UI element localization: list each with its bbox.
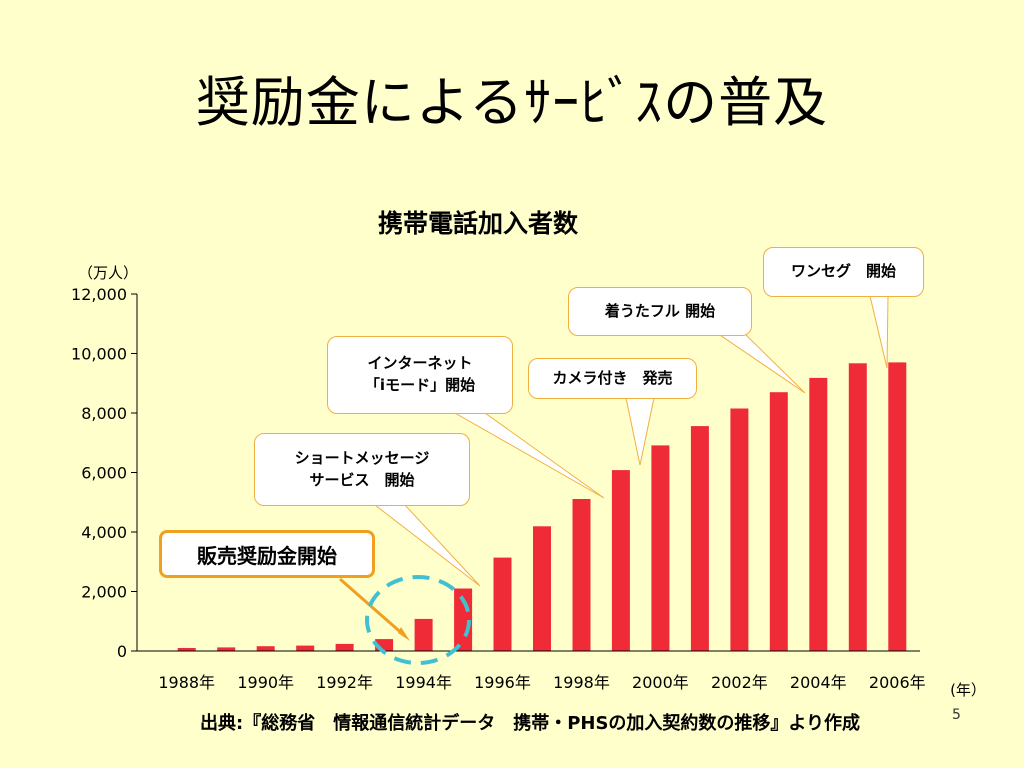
y-axis-unit: （万人） — [78, 264, 138, 282]
x-tick-label: 1996年 — [474, 673, 531, 692]
pointer-chaku-uta — [718, 334, 806, 394]
x-tick-label: 1988年 — [158, 673, 215, 692]
callout-camera-text: カメラ付き 発売 — [552, 368, 673, 387]
pointer-oneseg — [869, 295, 889, 369]
callout-chaku-uta: 着うたフル 開始 — [568, 287, 752, 336]
callout-oneseg-text: ワンセグ 開始 — [790, 262, 896, 281]
chart-title: 携帯電話加入者数 — [378, 209, 579, 238]
incentive-arrowhead — [398, 627, 410, 641]
bar-1998 — [572, 499, 591, 651]
callout-internet-line1: インターネット — [367, 354, 473, 373]
bar-1996 — [493, 557, 512, 651]
y-tick-label: 0 — [117, 642, 127, 661]
bar-2005 — [848, 363, 867, 651]
source-note: 出典:『総務省 情報通信統計データ 携帯・PHSの加入契約数の推移』より作成 — [200, 713, 861, 734]
y-tick-label: 8,000 — [81, 404, 127, 423]
highlight-circle — [365, 575, 471, 665]
bar-2003 — [769, 392, 788, 651]
callout-sales-incentive-text: 販売奨励金開始 — [197, 543, 337, 568]
x-tick-label: 1994年 — [395, 673, 452, 692]
bar-2000 — [651, 445, 670, 651]
bar-1994 — [414, 618, 433, 651]
x-tick-label: 1992年 — [316, 673, 373, 692]
x-axis-unit: (年） — [950, 681, 986, 699]
x-tick-label: 2000年 — [632, 673, 689, 692]
callout-sms: ショートメッセージ サービス 開始 — [254, 433, 470, 506]
bar-1989 — [217, 647, 236, 651]
bar-2006 — [888, 362, 907, 651]
bar-1990 — [256, 646, 275, 651]
pointer-camera — [625, 397, 655, 466]
pointer-sms — [373, 504, 481, 587]
page-number: 5 — [952, 707, 961, 723]
pointer-internet — [453, 412, 605, 499]
x-tick-label: 2002年 — [711, 673, 768, 692]
y-tick-label: 10,000 — [71, 345, 127, 364]
bar-1997 — [533, 526, 551, 651]
callout-internet: インターネット 「iモード」開始 — [327, 336, 513, 414]
bar-1992 — [335, 643, 354, 651]
callout-sales-incentive: 販売奨励金開始 — [159, 530, 375, 578]
bar-2004 — [809, 377, 828, 651]
incentive-arrow — [339, 577, 406, 638]
bar-1988 — [177, 648, 196, 651]
y-tick-label: 6,000 — [81, 464, 127, 483]
callout-oneseg: ワンセグ 開始 — [763, 247, 924, 297]
bar-1991 — [296, 645, 315, 651]
bar-2001 — [690, 426, 709, 651]
callout-chaku-uta-text: 着うたフル 開始 — [604, 301, 716, 320]
bar-1993 — [375, 639, 394, 651]
callout-internet-line2: 「iモード」開始 — [364, 376, 476, 394]
bar-2002 — [730, 408, 749, 651]
slide-title: 奨励金によるｻｰﾋﾞｽの普及 — [195, 71, 829, 134]
x-tick-label: 1990年 — [237, 673, 294, 692]
x-tick-label: 2004年 — [790, 673, 847, 692]
callout-sms-line1: ショートメッセージ — [294, 448, 430, 467]
bar-1999 — [611, 470, 630, 651]
x-tick-label: 2006年 — [869, 673, 926, 692]
callout-camera: カメラ付き 発売 — [528, 358, 697, 399]
y-tick-label: 12,000 — [71, 285, 127, 304]
x-tick-label: 1998年 — [553, 673, 610, 692]
y-tick-label: 4,000 — [81, 523, 127, 542]
callout-sms-line2: サービス 開始 — [309, 470, 415, 489]
y-tick-label: 2,000 — [81, 583, 127, 602]
